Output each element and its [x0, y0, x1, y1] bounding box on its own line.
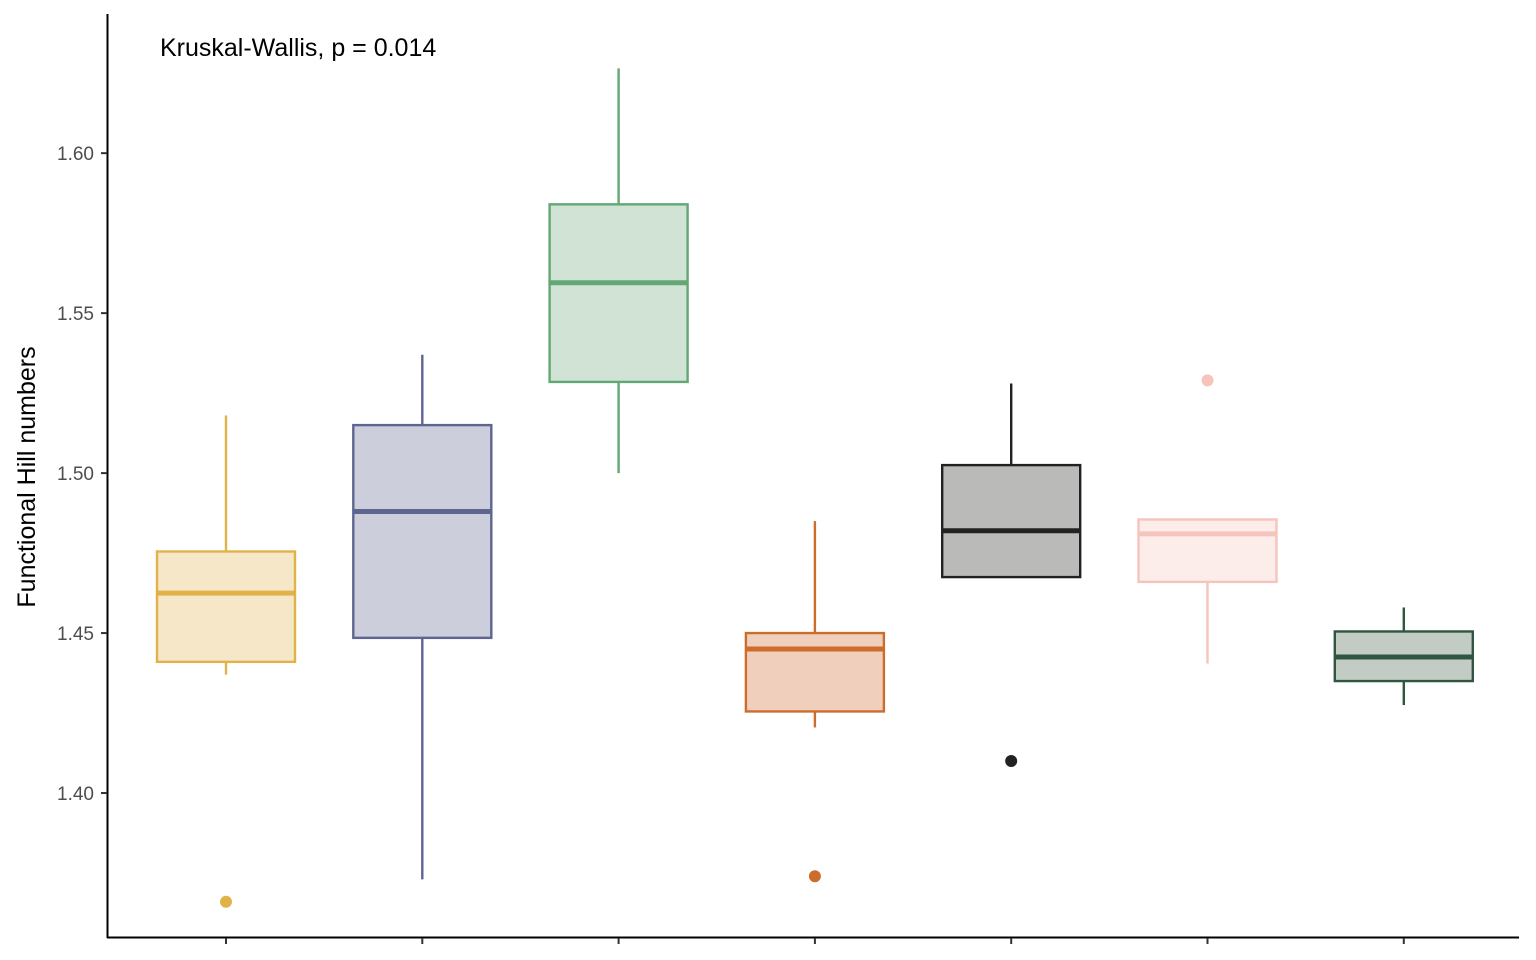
y-axis-title: Functional Hill numbers — [13, 346, 41, 607]
axis-ticks: 1.40 1.45 1.50 1.55 1.60 — [57, 144, 1405, 944]
box-group-5 — [941, 383, 1082, 768]
box-3 — [548, 203, 689, 384]
box-5 — [941, 463, 1082, 579]
box-6 — [1137, 518, 1278, 584]
outlier-point-4-1 — [808, 870, 821, 883]
box-group-4 — [744, 521, 886, 883]
y-tick-label-0: 1.40 — [57, 784, 94, 805]
outlier-point-6-1 — [1201, 374, 1214, 387]
box-group-3 — [548, 68, 689, 474]
y-tick-label-3: 1.55 — [57, 304, 94, 325]
box-group-1 — [155, 415, 297, 908]
outlier-point-5-1 — [1005, 755, 1018, 768]
y-tick-label-2: 1.50 — [57, 464, 94, 485]
y-tick-label-1: 1.45 — [57, 624, 94, 645]
box-group-2 — [352, 354, 493, 880]
outlier-point-1-1 — [220, 895, 232, 908]
box-group-6 — [1137, 374, 1278, 664]
box-group-7 — [1333, 607, 1475, 706]
box-1 — [155, 550, 297, 664]
kruskal-wallis-annotation: Kruskal-Wallis, p = 0.014 — [160, 34, 436, 62]
y-tick-label-4: 1.60 — [57, 144, 94, 165]
box-2 — [352, 423, 493, 640]
box-4 — [744, 631, 886, 713]
plot-area — [155, 68, 1475, 908]
